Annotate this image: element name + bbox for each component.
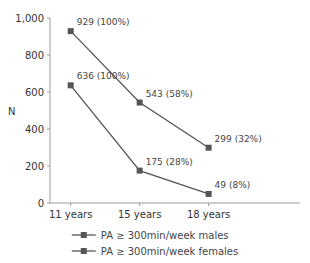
legend-item: PA ≥ 300min/week males (72, 230, 229, 241)
y-axis (50, 18, 51, 203)
y-tick-label: 1,000 (15, 13, 44, 24)
data-label: 299 (32%) (215, 134, 262, 144)
x-tick (70, 203, 71, 206)
marker (68, 82, 74, 88)
marker (68, 28, 74, 34)
legend-marker (81, 232, 87, 238)
x-tick (139, 203, 140, 206)
y-tick-label: 600 (25, 87, 44, 98)
x-tick-label: 18 years (187, 209, 230, 220)
x-tick-label: 15 years (118, 209, 161, 220)
marker (137, 100, 143, 106)
y-tick (47, 92, 50, 93)
y-tick (47, 166, 50, 167)
series-line (71, 31, 209, 148)
data-label: 543 (58%) (146, 89, 193, 99)
legend-item: PA ≥ 300min/week females (72, 246, 238, 257)
x-tick-label: 11 years (49, 209, 92, 220)
data-label: 175 (28%) (146, 157, 193, 167)
data-label: 636 (100%) (77, 71, 130, 81)
y-tick-label: 200 (25, 161, 44, 172)
background (0, 0, 310, 263)
legend-marker (81, 248, 87, 254)
y-tick (47, 129, 50, 130)
marker (137, 168, 143, 174)
y-tick (47, 55, 50, 56)
marks (68, 28, 212, 197)
y-axis-label: N (8, 106, 15, 117)
legend-label: PA ≥ 300min/week males (101, 230, 229, 241)
data-label: 929 (100%) (77, 17, 130, 27)
legend: PA ≥ 300min/week males PA ≥ 300min/week f… (72, 230, 238, 257)
x-axis (50, 203, 300, 204)
y-tick-label: 0 (38, 198, 44, 209)
y-tick-label: 800 (25, 50, 44, 61)
chart: 0 200 400 600 800 1,000 11 years 15 years 18 yea… (0, 0, 310, 263)
y-tick (47, 203, 50, 204)
y-tick-label: 400 (25, 124, 44, 135)
y-tick (47, 18, 50, 19)
marker (206, 191, 212, 197)
data-labels: 929 (100%) 543 (58%) 299 (32%) 636 (100%) 17… (77, 17, 262, 190)
data-label: 49 (8%) (215, 180, 251, 190)
marker (206, 145, 212, 151)
series-line (71, 85, 209, 194)
x-tick (208, 203, 209, 206)
legend-label: PA ≥ 300min/week females (101, 246, 238, 257)
